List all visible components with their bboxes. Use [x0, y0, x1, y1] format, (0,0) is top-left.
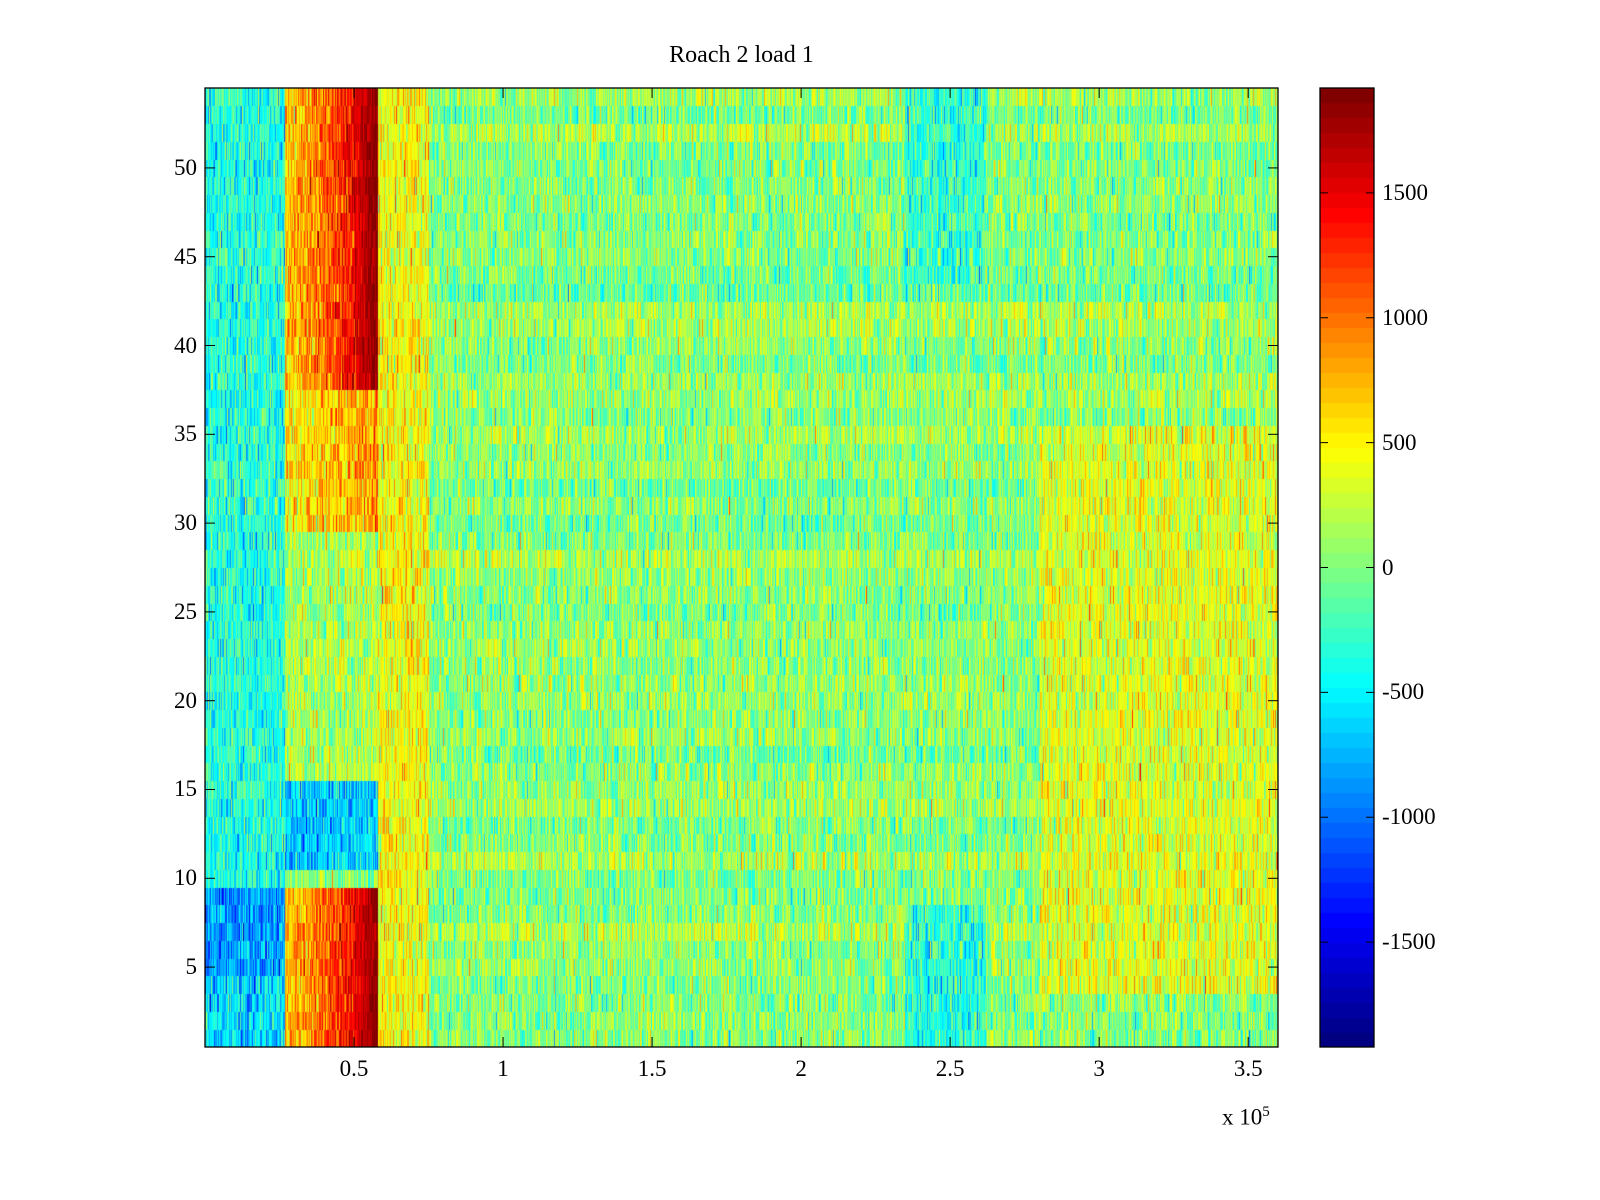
y-tick-label: 40	[174, 332, 197, 358]
colorbar-tick-label: -1000	[1382, 804, 1436, 830]
colorbar-tick-label: -500	[1382, 679, 1425, 705]
colorbar-tick-label: 1000	[1382, 304, 1428, 330]
colorbar-tick-label: 500	[1382, 429, 1417, 455]
y-tick-label: 45	[174, 243, 197, 269]
heatmap-image	[205, 88, 1278, 1047]
y-tick-label: 50	[174, 154, 197, 180]
colorbar	[1320, 88, 1374, 1047]
x-tick-label: 2.5	[935, 1056, 965, 1081]
y-tick-label: 15	[174, 776, 197, 802]
x-tick-label: 3.5	[1233, 1056, 1263, 1081]
x-multiplier-base: x 10	[1222, 1104, 1263, 1130]
x-tick-label: 1.5	[637, 1056, 667, 1081]
colorbar-tick-label: 1500	[1382, 179, 1428, 205]
x-axis-multiplier: x 105	[1222, 1104, 1270, 1131]
colorbar-tick-label: -1500	[1382, 929, 1436, 955]
colorbar-tick-label: 0	[1382, 554, 1394, 580]
y-tick-label: 10	[174, 865, 197, 891]
chart-title: Roach 2 load 1	[669, 42, 814, 68]
x-tick-label: 2	[795, 1056, 807, 1081]
plot-frame	[204, 87, 1279, 1048]
y-tick-label: 30	[174, 510, 197, 536]
y-tick-label: 5	[185, 954, 198, 980]
x-multiplier-exponent: 5	[1262, 1104, 1270, 1120]
x-tick-label: 1	[497, 1056, 509, 1081]
y-tick-label: 20	[174, 687, 197, 713]
x-tick-label: 0.5	[339, 1056, 369, 1081]
x-tick-label: 3	[1093, 1056, 1105, 1081]
colorbar-frame	[1319, 87, 1375, 1048]
y-tick-label: 35	[174, 421, 197, 447]
y-tick-label: 25	[174, 598, 197, 624]
